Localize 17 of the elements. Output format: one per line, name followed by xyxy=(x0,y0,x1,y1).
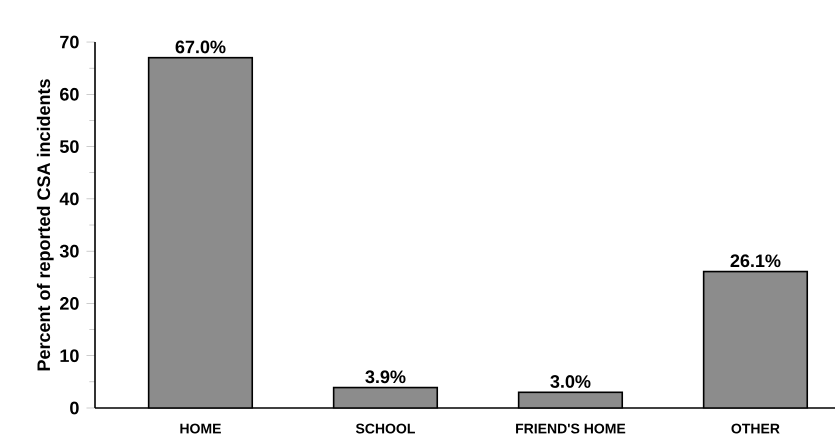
y-tick-label: 30 xyxy=(60,244,79,258)
y-tick-label: 70 xyxy=(60,36,79,48)
data-label: 3.9% xyxy=(365,370,406,384)
data-label: 3.0% xyxy=(550,375,590,388)
y-tick-label: 10 xyxy=(60,349,79,362)
data-label: 26.1% xyxy=(730,254,780,268)
y-tick-label: 50 xyxy=(60,140,79,153)
y-axis-title: Percent of reported CSA incidents xyxy=(36,79,54,370)
y-tick-label: 60 xyxy=(60,88,79,101)
x-tick-label: SCHOOL xyxy=(356,424,415,434)
data-label: 67.0% xyxy=(176,40,226,54)
y-tick-label: 40 xyxy=(60,192,79,206)
y-tick-label: 0 xyxy=(70,402,79,414)
y-tick-label: 20 xyxy=(60,297,79,310)
x-tick-label: OTHER xyxy=(732,424,780,434)
x-tick-label: HOME xyxy=(180,424,221,434)
x-tick-label: FRIEND'S HOME xyxy=(516,424,626,434)
